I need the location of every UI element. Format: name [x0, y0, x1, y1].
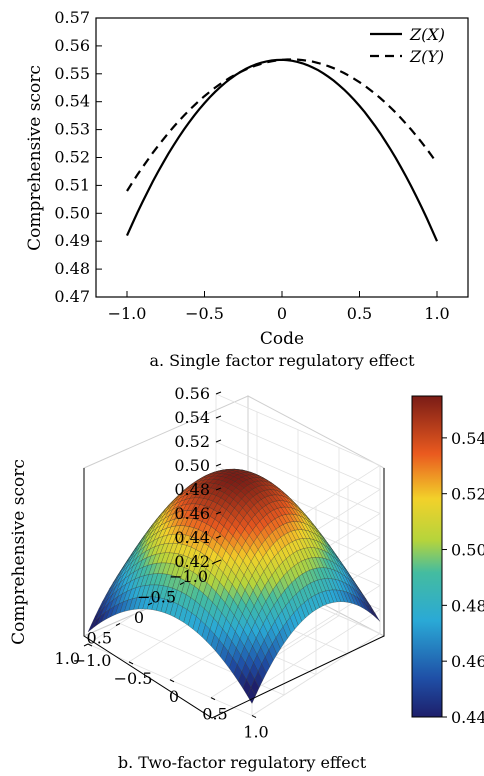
z-tick-label: 0.52 — [174, 432, 210, 451]
y-tick-label: 0.53 — [54, 120, 90, 139]
y-tick-label: −0.5 — [137, 588, 176, 607]
series-line-2 — [126, 58, 438, 192]
z-tick — [215, 439, 222, 443]
x-tick-label: −0.5 — [114, 669, 153, 688]
y-tick-label: 0.51 — [54, 175, 90, 194]
y-tick — [115, 623, 121, 626]
z-tick — [215, 535, 222, 539]
z-tick-label: 0.56 — [174, 384, 210, 403]
x-tick-label: 1.0 — [243, 723, 268, 742]
x-tick-label: 0 — [277, 304, 287, 323]
y-tick-label: 0.50 — [54, 203, 90, 222]
legend-label: Z(Y) — [409, 47, 444, 66]
colorbar-tick-label: 0.54 — [451, 429, 484, 448]
y-axis-label: Comprehensive scorc — [25, 65, 45, 251]
y-tick-label: 0.49 — [54, 231, 90, 250]
x-tick — [128, 661, 134, 665]
x-tick-label: 1.0 — [424, 304, 449, 323]
colorbar-tick-label: 0.44 — [451, 708, 484, 727]
x-tick — [87, 643, 93, 647]
surface-facet — [247, 686, 256, 704]
legend-label: Z(X) — [409, 25, 445, 44]
z-tick-label: 0.48 — [174, 480, 210, 499]
x-tick-label: 0 — [169, 687, 179, 706]
z-tick — [215, 463, 222, 467]
colorbar-tick-label: 0.48 — [451, 596, 484, 615]
y-tick — [83, 643, 89, 647]
x-tick — [169, 679, 175, 683]
caption-b: b. Two-factor regulatory effect — [118, 753, 367, 772]
z-tick — [215, 391, 222, 395]
y-tick — [179, 582, 185, 585]
x-tick-label: 0.5 — [202, 705, 227, 724]
series-line-1 — [125, 58, 439, 242]
y-tick-label: 0.52 — [54, 148, 90, 167]
y-tick-label: 0.5 — [87, 629, 112, 648]
y-tick — [147, 602, 153, 606]
line-chart-panel: 0.470.480.490.500.510.520.530.540.550.56… — [25, 8, 469, 370]
surface-chart-panel: 0.420.440.460.480.500.520.540.56−1.0−0.5… — [9, 384, 484, 772]
z-axis-label: Comprehensive scorc — [9, 459, 29, 645]
y-tick-label: 0 — [134, 608, 144, 627]
x-tick-label: −1.0 — [108, 304, 147, 323]
colorbar-tick-label: 0.50 — [451, 541, 484, 560]
y-tick-label: −1.0 — [169, 567, 208, 586]
y-tick-label: 0.55 — [54, 64, 90, 83]
y-tick-label: 0.48 — [54, 259, 90, 278]
z-tick — [215, 511, 222, 515]
x-tick-label: 0.5 — [347, 304, 372, 323]
y-tick-label: 0.57 — [54, 8, 90, 27]
z-tick — [215, 415, 222, 419]
y-tick-label: 0.56 — [54, 36, 90, 55]
colorbar-tick-label: 0.46 — [451, 652, 484, 671]
z-tick-label: 0.46 — [174, 504, 210, 523]
z-tick-label: 0.50 — [174, 456, 210, 475]
z-tick — [215, 559, 222, 563]
z-tick — [215, 487, 222, 491]
x-tick — [210, 697, 216, 701]
y-tick-label: 0.54 — [54, 92, 90, 111]
y-tick-label: 0.47 — [54, 287, 90, 306]
y-tick — [211, 561, 217, 565]
z-tick-label: 0.42 — [174, 552, 210, 571]
caption-a: a. Single factor regulatory effect — [149, 351, 415, 370]
colorbar — [411, 395, 443, 718]
z-tick-label: 0.44 — [174, 528, 210, 547]
colorbar-tick-label: 0.52 — [451, 485, 484, 504]
x-tick — [251, 715, 257, 718]
x-tick-label: −0.5 — [185, 304, 224, 323]
y-tick-label: 1.0 — [55, 649, 80, 668]
x-tick-label: −1.0 — [73, 651, 112, 670]
z-tick-label: 0.54 — [174, 408, 210, 427]
box-edge — [83, 468, 385, 719]
x-axis-label: Code — [260, 329, 304, 349]
